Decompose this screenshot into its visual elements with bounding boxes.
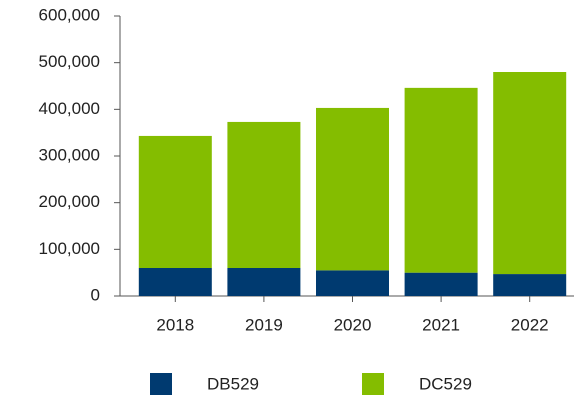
legend-label: DC529 xyxy=(419,374,472,393)
bar xyxy=(138,268,212,296)
x-tick-label: 2018 xyxy=(156,315,194,334)
legend-swatch xyxy=(150,373,172,395)
bar xyxy=(316,107,389,271)
legend-swatch xyxy=(362,373,384,395)
y-tick-label: 500,000 xyxy=(39,52,100,71)
y-tick-label: 400,000 xyxy=(39,99,100,118)
y-tick-label: 300,000 xyxy=(39,145,100,164)
bar xyxy=(493,72,567,275)
y-tick-label: 200,000 xyxy=(39,192,100,211)
y-tick-label: 600,000 xyxy=(39,5,100,24)
legend-label: DB529 xyxy=(207,374,259,393)
bar xyxy=(404,272,478,296)
bar xyxy=(227,268,301,296)
y-tick-label: 100,000 xyxy=(39,239,100,258)
bar xyxy=(138,135,212,268)
bar xyxy=(404,87,478,273)
bar xyxy=(227,121,301,268)
x-tick-label: 2020 xyxy=(334,315,372,334)
x-tick-label: 2021 xyxy=(422,315,460,334)
x-tick-label: 2022 xyxy=(511,315,549,334)
y-tick-label: 0 xyxy=(91,285,100,304)
bar xyxy=(316,270,389,296)
x-tick-label: 2019 xyxy=(245,315,283,334)
bar xyxy=(493,274,567,296)
